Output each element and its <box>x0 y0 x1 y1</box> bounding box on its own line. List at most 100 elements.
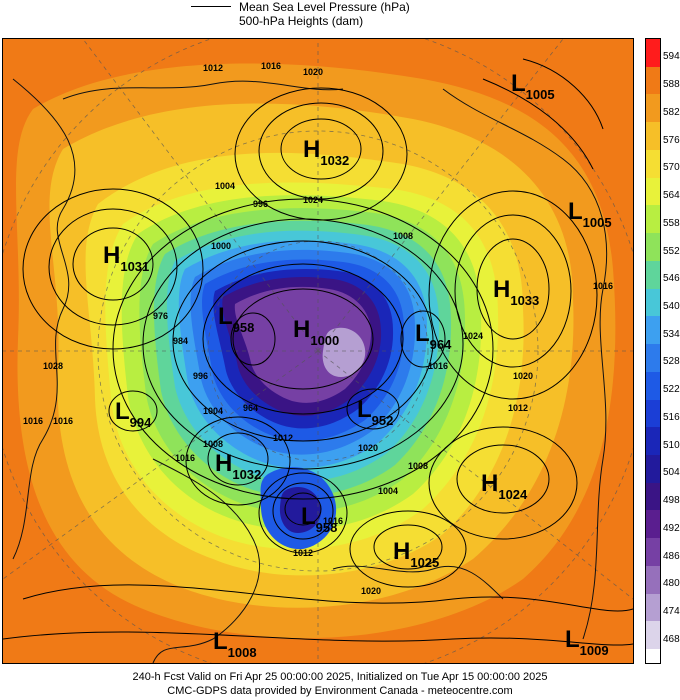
coastline-outlines <box>12 78 608 663</box>
isobar-label: 1012 <box>203 63 223 73</box>
isobar-label: 1004 <box>215 181 235 191</box>
isobar-label: 1012 <box>273 433 293 443</box>
colorbar-level-label: 588 <box>663 79 680 91</box>
low-pressure-center: L958 <box>301 503 337 535</box>
colorbar-level-label: 546 <box>663 273 680 285</box>
isobar-label: 1020 <box>358 443 378 453</box>
isobar-label: 1008 <box>408 461 428 471</box>
low-pressure-center: L1005 <box>568 198 612 230</box>
colorbar-level-label: 474 <box>663 606 680 618</box>
colorbar-cell <box>646 482 660 511</box>
data-credit-text: CMC-GDPS data provided by Environment Ca… <box>167 685 513 697</box>
mslp-isobars <box>3 58 633 646</box>
colorbar-level-label: 570 <box>663 162 680 174</box>
low-pressure-center: L1005 <box>511 70 555 102</box>
graticule-lines <box>3 39 633 663</box>
isobar-label: 1016 <box>323 516 343 526</box>
isobar-label: 1016 <box>175 453 195 463</box>
high-pressure-center: H1024 <box>481 470 528 502</box>
colorbar-cell <box>646 455 660 484</box>
colorbar-level-label: 468 <box>663 633 680 645</box>
colorbar-cell <box>646 316 660 345</box>
low-pressure-center: L952 <box>357 396 393 428</box>
isobar-label: 1004 <box>203 406 223 416</box>
isobar-label: 1020 <box>513 371 533 381</box>
isobar-label: 1024 <box>303 195 323 205</box>
isobar-label: 1016 <box>53 416 73 426</box>
colorbar-level-label: 594 <box>663 51 680 63</box>
colorbar-cell <box>646 371 660 401</box>
isobar-label: 1024 <box>463 331 483 341</box>
colorbar-cell <box>646 427 660 456</box>
band-474 <box>322 327 366 377</box>
low-pressure-center: L1008 <box>213 628 257 660</box>
legend-pressure-label: Mean Sea Level Pressure (hPa) <box>239 0 410 14</box>
colorbar-cell <box>646 538 660 567</box>
isobar-label: 1012 <box>293 548 313 558</box>
colorbar-cell <box>646 177 660 206</box>
colorbar-cell <box>646 39 660 68</box>
isobar-label: 1016 <box>593 281 613 291</box>
map-legend: Mean Sea Level Pressure (hPa) 500-hPa He… <box>0 0 680 34</box>
colorbar-cell <box>646 205 660 234</box>
isobar-label: 976 <box>153 311 168 321</box>
isobar-label: 1016 <box>428 361 448 371</box>
colorbar-cell <box>646 288 660 317</box>
colorbar-level-label: 486 <box>663 550 680 562</box>
high-pressure-center: H1025 <box>393 538 439 570</box>
high-pressure-center: H1033 <box>493 276 539 308</box>
isobar-label: 996 <box>253 199 268 209</box>
colorbar-cell <box>646 649 660 663</box>
legend-heights-label: 500-hPa Heights (dam) <box>239 14 364 28</box>
low-pressure-center: L1009 <box>565 626 609 658</box>
colorbar-cell <box>646 621 660 650</box>
isobar-label: 996 <box>193 371 208 381</box>
low-pressure-center: L958 <box>218 303 254 335</box>
colorbar-cell <box>646 344 660 373</box>
colorbar-level-label: 504 <box>663 467 680 479</box>
height-colorbar <box>645 38 661 664</box>
colorbar-cell <box>646 399 660 428</box>
colorbar-cell <box>646 94 660 123</box>
high-pressure-center: H1032 <box>303 136 349 168</box>
colorbar-level-label: 576 <box>663 134 680 146</box>
high-pressure-center: H1000 <box>293 316 339 348</box>
isobar-label: 1008 <box>203 439 223 449</box>
colorbar-cell <box>646 122 660 151</box>
high-pressure-center: H1032 <box>215 450 261 482</box>
colorbar-level-label: 564 <box>663 190 680 202</box>
weather-map: 1012 1016 1020 1004 996 1024 1008 1000 1028 1016 1… <box>2 38 634 664</box>
low-pressure-center: L994 <box>115 398 152 430</box>
colorbar-cell <box>646 565 660 595</box>
isobar-label: 1000 <box>211 241 231 251</box>
isobar-line-swatch <box>191 6 231 7</box>
isobar-label: 964 <box>243 403 258 413</box>
map-canvas: 1012 1016 1020 1004 996 1024 1008 1000 1028 1016 1… <box>3 39 633 663</box>
low-pressure-center: L964 <box>415 320 452 352</box>
colorbar-cell <box>646 593 660 622</box>
colorbar-level-label: 582 <box>663 106 680 118</box>
colorbar-cell <box>646 233 660 262</box>
colorbar-level-label: 498 <box>663 495 680 507</box>
high-pressure-center: H1031 <box>103 242 149 274</box>
pressure-centers: L1005 H1032 L1005 H1031 H1033 L958 H1000 L964 L9… <box>103 70 612 660</box>
isobar-label: 984 <box>173 336 188 346</box>
isobar-label: 1016 <box>261 61 281 71</box>
isobar-label: 1028 <box>43 361 63 371</box>
colorbar-cell <box>646 66 660 95</box>
colorbar-level-label: 492 <box>663 522 680 534</box>
isobar-label: 1004 <box>378 486 398 496</box>
isobar-label: 1012 <box>508 403 528 413</box>
isobar-value-labels: 1012 1016 1020 1004 996 1024 1008 1000 1028 1016 1… <box>23 61 613 596</box>
colorbar-level-label: 480 <box>663 578 680 590</box>
isobar-label: 1016 <box>23 416 43 426</box>
colorbar-cell <box>646 510 660 539</box>
map-footer: 240-h Fcst Valid on Fri Apr 25 00:00:00 … <box>0 670 680 700</box>
colorbar-level-label: 558 <box>663 217 680 229</box>
colorbar-level-label: 534 <box>663 328 680 340</box>
colorbar-cell <box>646 260 660 290</box>
colorbar-level-label: 552 <box>663 245 680 257</box>
isobar-label: 1020 <box>303 67 323 77</box>
colorbar-level-label: 540 <box>663 301 680 312</box>
colorbar-level-label: 522 <box>663 384 680 396</box>
